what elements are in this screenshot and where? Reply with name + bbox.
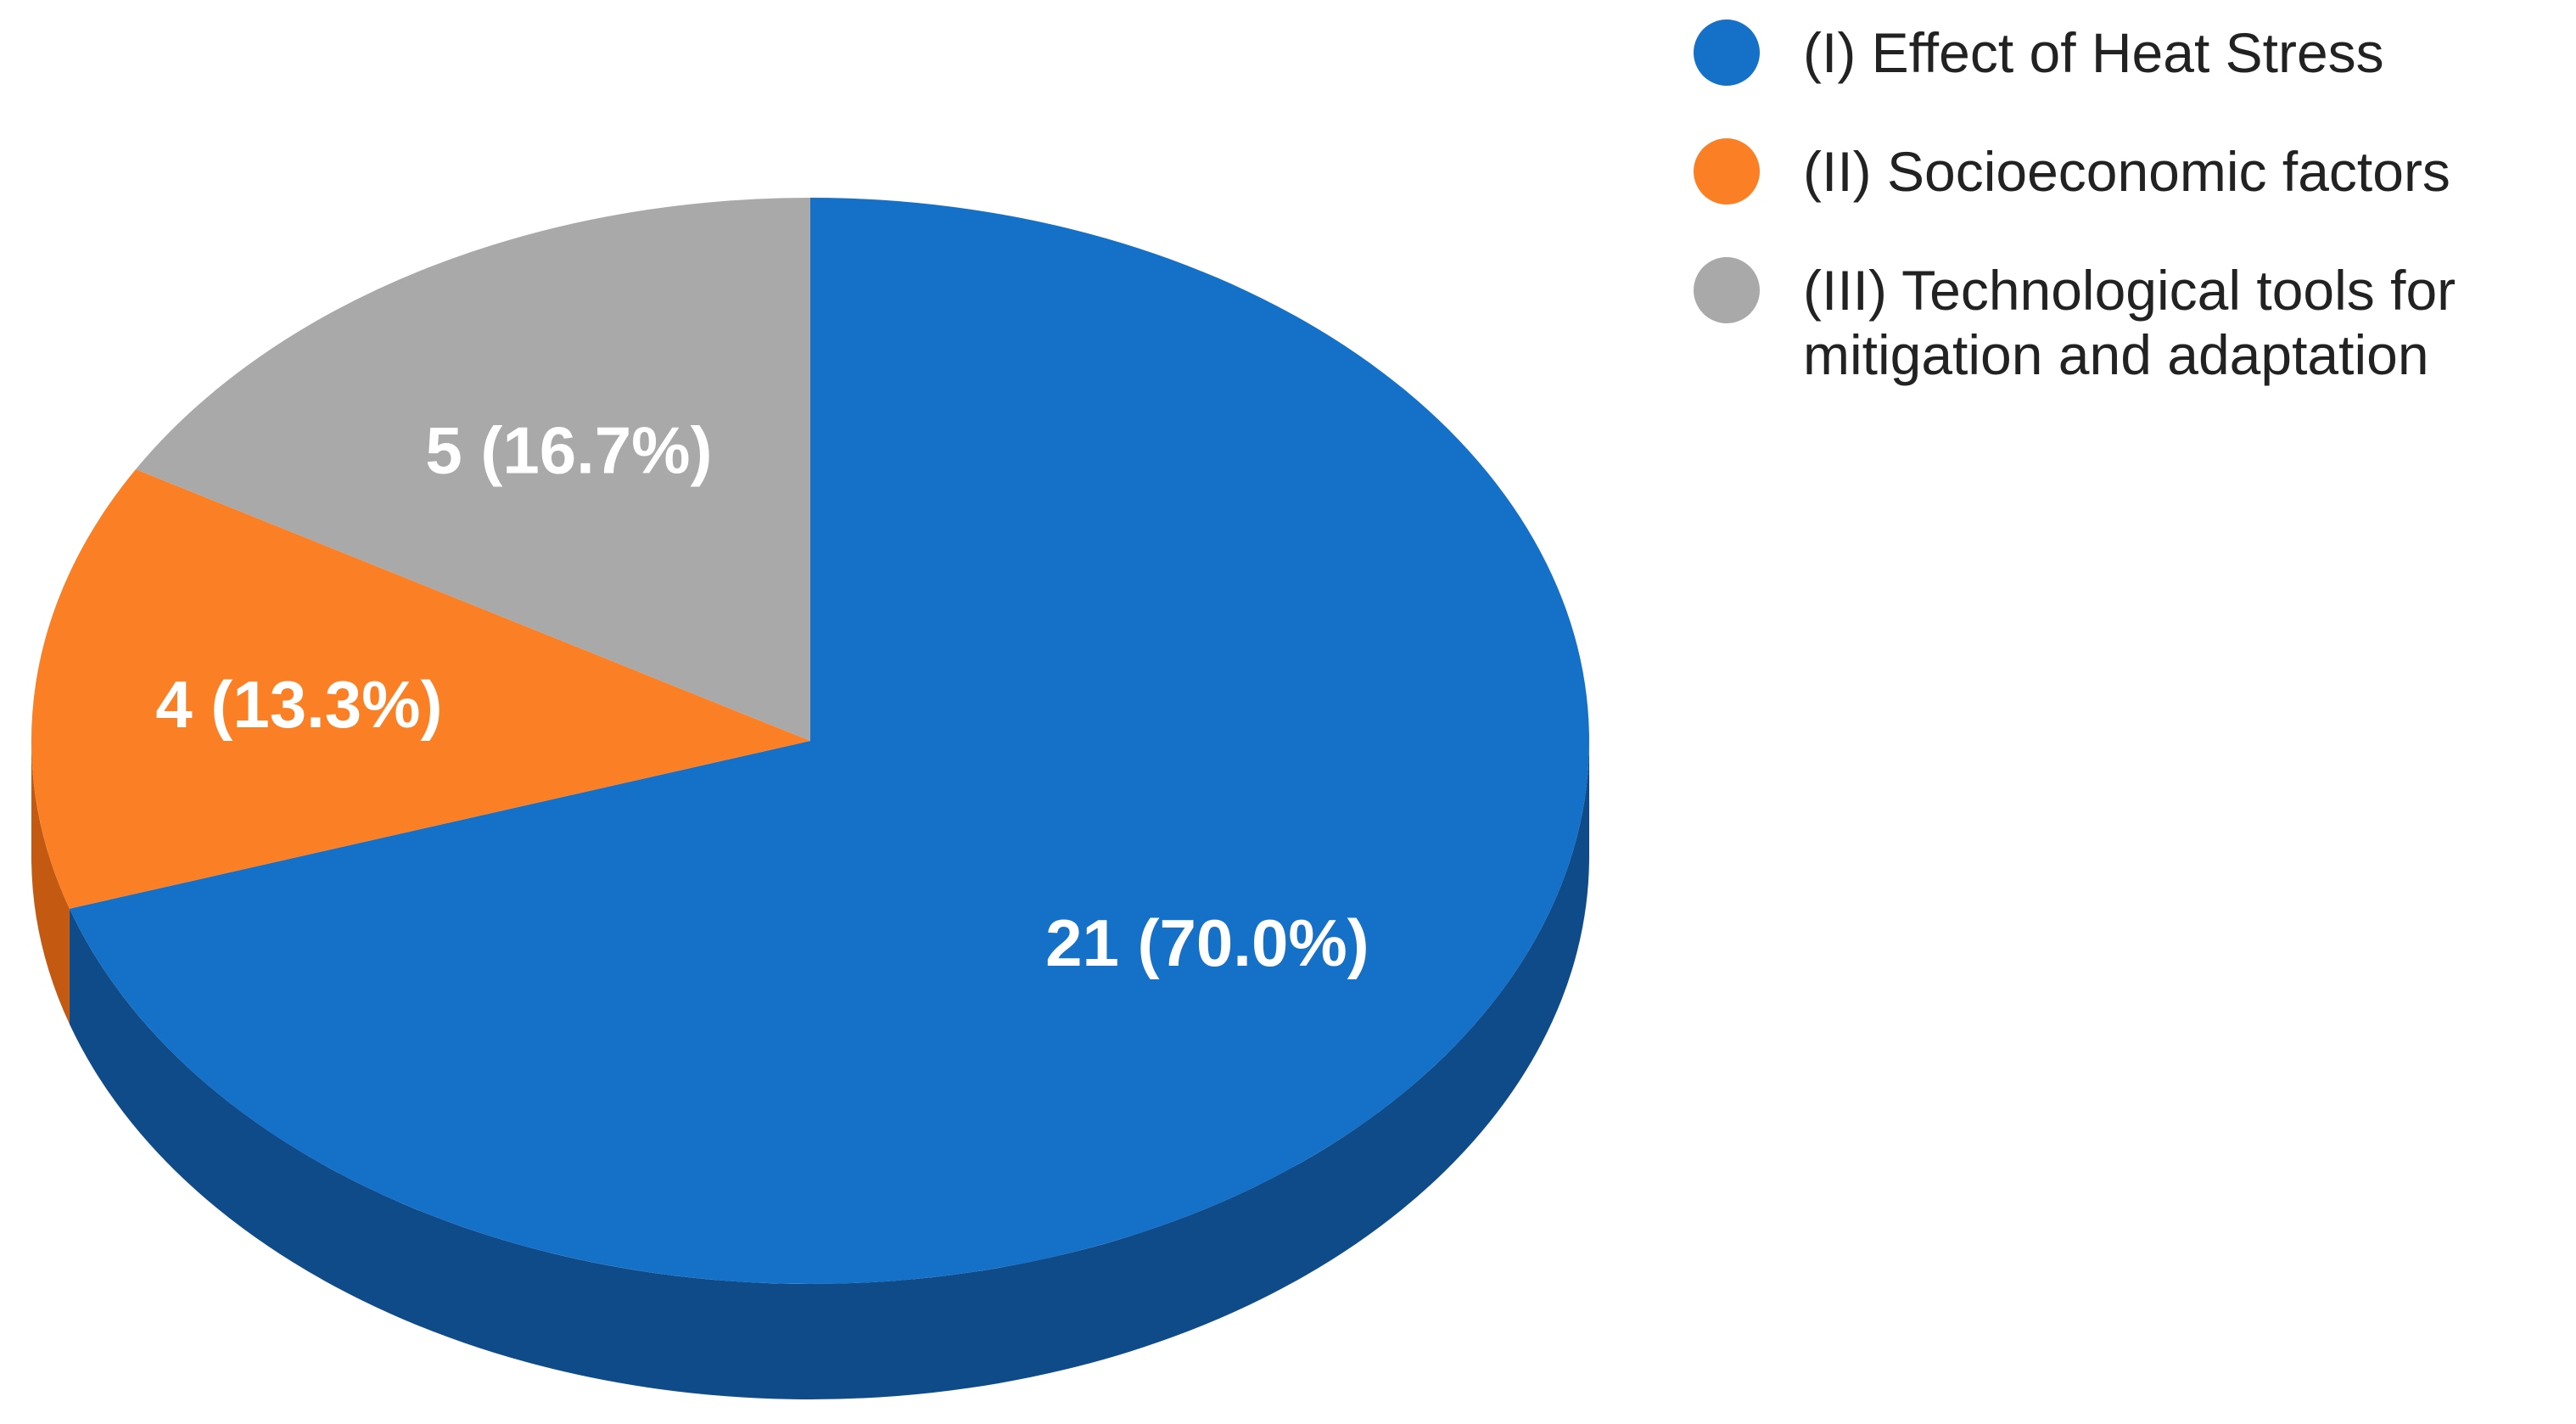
legend-entry-1-line-0: (II) Socioeconomic factors xyxy=(1803,140,2450,203)
pie-slice-1 xyxy=(31,469,810,909)
slice-data-label-1: 4 (13.3%) xyxy=(155,667,442,742)
legend-entry-2-line-1: mitigation and adaptation xyxy=(1803,323,2429,386)
pie-slice-0 xyxy=(69,198,1589,1284)
legend-entry-0-line-0: (I) Effect of Heat Stress xyxy=(1803,21,2384,84)
pie-sides xyxy=(31,741,1589,1399)
legend: (I) Effect of Heat Stress (II) Socioecono… xyxy=(1694,20,2456,386)
pie-side-0-0 xyxy=(69,741,1589,1399)
legend-marker-1 xyxy=(1694,138,1760,205)
slice-data-label-0: 21 (70.0%) xyxy=(1045,905,1369,980)
legend-entry-2-line-0: (III) Technological tools for xyxy=(1803,259,2456,322)
pie-slice-2 xyxy=(135,198,811,741)
pie-slices xyxy=(31,198,1589,1284)
slice-labels: 21 (70.0%) 4 (13.3%) 5 (16.7%) xyxy=(155,412,1369,980)
slice-data-label-2: 5 (16.7%) xyxy=(425,412,712,487)
pie-side-1-0 xyxy=(31,741,70,1024)
legend-marker-0 xyxy=(1694,20,1760,86)
legend-marker-2 xyxy=(1694,257,1760,323)
